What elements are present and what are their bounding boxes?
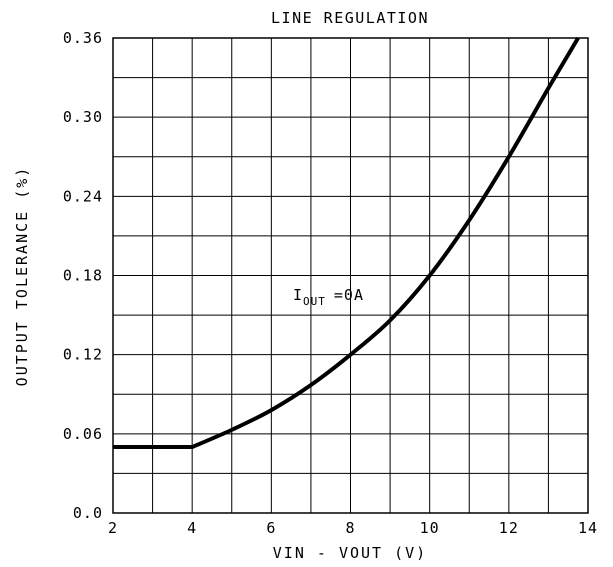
y-tick-label: 0.24 bbox=[63, 187, 103, 205]
y-tick-label: 0.36 bbox=[63, 29, 103, 47]
tick-labels: 2 4 6 8 10 12 14 0.0 0.06 0.12 0.18 0.24 0.30 0.36 bbox=[63, 29, 598, 537]
y-tick-label: 0.06 bbox=[63, 425, 103, 443]
annotation-subscript: OUT bbox=[303, 295, 326, 308]
grid bbox=[113, 38, 588, 513]
y-axis-label: OUTPUT TOLERANCE (%) bbox=[13, 166, 31, 387]
plot-frame bbox=[112, 37, 589, 514]
annotation-iout: IOUT =0A bbox=[293, 286, 364, 308]
annotation-suffix: =0A bbox=[334, 286, 364, 304]
series-line bbox=[113, 36, 580, 450]
annotation-main: I bbox=[293, 286, 303, 304]
x-tick-label: 10 bbox=[420, 519, 440, 537]
x-tick-label: 2 bbox=[108, 519, 118, 537]
y-tick-label: 0.12 bbox=[63, 346, 103, 364]
x-tick-label: 4 bbox=[187, 519, 197, 537]
y-tick-label: 0.30 bbox=[63, 108, 103, 126]
y-tick-label: 0.18 bbox=[63, 267, 103, 285]
x-tick-label: 12 bbox=[499, 519, 519, 537]
x-tick-label: 6 bbox=[266, 519, 276, 537]
x-axis-label: VIN - VOUT (V) bbox=[273, 544, 427, 562]
x-tick-label: 14 bbox=[578, 519, 598, 537]
chart-title: LINE REGULATION bbox=[271, 9, 429, 27]
x-tick-label: 8 bbox=[345, 519, 355, 537]
y-tick-label: 0.0 bbox=[73, 504, 103, 522]
